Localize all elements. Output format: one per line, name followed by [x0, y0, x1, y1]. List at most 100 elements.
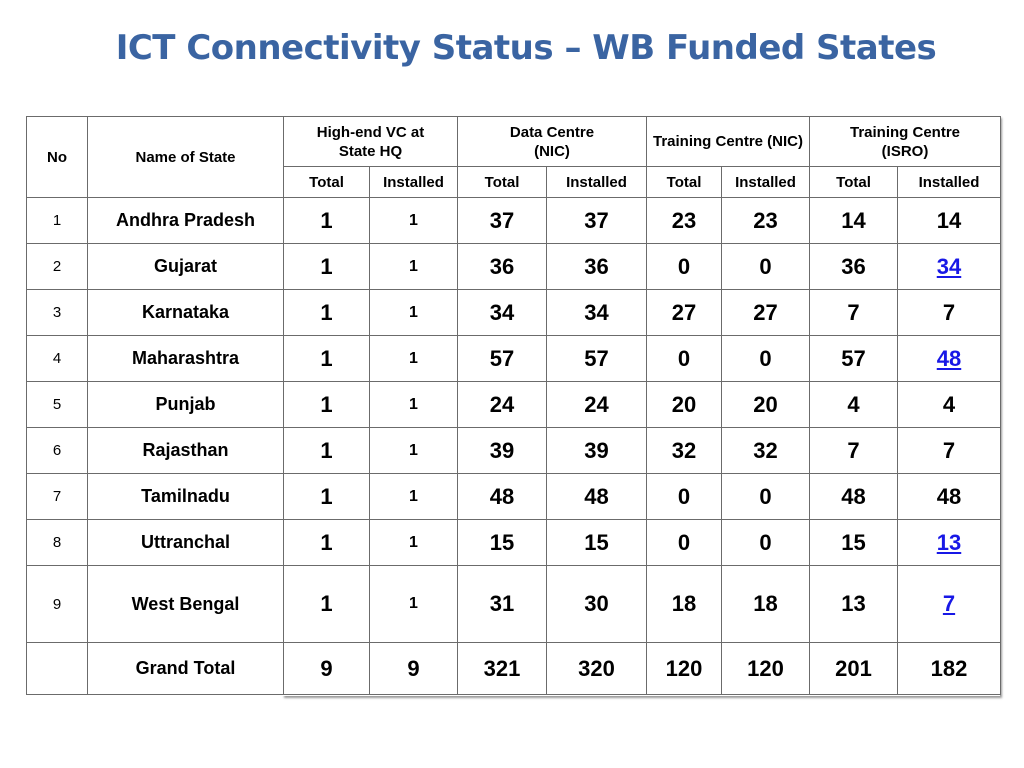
- header-group-training-nic: Training Centre (NIC): [646, 116, 810, 167]
- tci-total: 48: [809, 473, 898, 520]
- header-dc-installed: Installed: [546, 166, 647, 198]
- row-no: 2: [26, 243, 88, 290]
- dc-installed: 48: [546, 473, 647, 520]
- state-name: Gujarat: [87, 243, 284, 290]
- header-vc-installed: Installed: [369, 166, 458, 198]
- vc-total: 1: [283, 289, 370, 336]
- tcn-installed: 0: [721, 243, 810, 290]
- header-row-groups: No Name of State High-end VC at State HQ…: [26, 116, 1001, 198]
- tci-installed-link[interactable]: 48: [897, 335, 1001, 382]
- table-row: 3 Karnataka 1 1 34 34 27 27 7 7: [26, 289, 1001, 336]
- tci-total: 15: [809, 519, 898, 566]
- grand-vc-installed: 9: [369, 642, 458, 695]
- tcn-total: 0: [646, 519, 722, 566]
- vc-installed: 1: [369, 473, 458, 520]
- vc-installed: 1: [369, 289, 458, 336]
- state-name: Andhra Pradesh: [87, 197, 284, 244]
- tci-total: 7: [809, 289, 898, 336]
- state-name: West Bengal: [87, 565, 284, 643]
- dc-installed: 24: [546, 381, 647, 428]
- dc-total: 48: [457, 473, 547, 520]
- dc-installed: 36: [546, 243, 647, 290]
- tcn-installed: 0: [721, 519, 810, 566]
- header-group-data-centre: Data Centre (NIC): [457, 116, 647, 167]
- dc-installed: 15: [546, 519, 647, 566]
- row-no: 1: [26, 197, 88, 244]
- tci-total: 57: [809, 335, 898, 382]
- vc-total: 1: [283, 197, 370, 244]
- vc-total: 1: [283, 427, 370, 474]
- vc-installed: 1: [369, 197, 458, 244]
- tci-total: 13: [809, 565, 898, 643]
- vc-installed: 1: [369, 335, 458, 382]
- header-dc-total: Total: [457, 166, 547, 198]
- row-no: 7: [26, 473, 88, 520]
- dc-total: 37: [457, 197, 547, 244]
- vc-installed: 1: [369, 519, 458, 566]
- table-row: 1 Andhra Pradesh 1 1 37 37 23 23 14 14: [26, 197, 1001, 244]
- tci-installed: 7: [897, 427, 1001, 474]
- row-no: 5: [26, 381, 88, 428]
- dc-total: 34: [457, 289, 547, 336]
- vc-total: 1: [283, 519, 370, 566]
- header-tci-installed: Installed: [897, 166, 1001, 198]
- tci-total: 4: [809, 381, 898, 428]
- tci-installed: 14: [897, 197, 1001, 244]
- vc-total: 1: [283, 473, 370, 520]
- grand-vc-total: 9: [283, 642, 370, 695]
- grand-tcn-total: 120: [646, 642, 722, 695]
- header-tcn-installed: Installed: [721, 166, 810, 198]
- table-row: 2 Gujarat 1 1 36 36 0 0 36 34: [26, 243, 1001, 290]
- table-row: 4 Maharashtra 1 1 57 57 0 0 57 48: [26, 335, 1001, 382]
- dc-installed: 34: [546, 289, 647, 336]
- tcn-total: 27: [646, 289, 722, 336]
- row-no: 3: [26, 289, 88, 336]
- tcn-installed: 0: [721, 473, 810, 520]
- table-row: 5 Punjab 1 1 24 24 20 20 4 4: [26, 381, 1001, 428]
- tcn-installed: 32: [721, 427, 810, 474]
- tci-installed: 4: [897, 381, 1001, 428]
- tcn-installed: 20: [721, 381, 810, 428]
- tci-installed-link[interactable]: 13: [897, 519, 1001, 566]
- state-name: Maharashtra: [87, 335, 284, 382]
- grand-dc-total: 321: [457, 642, 547, 695]
- table-row: 8 Uttranchal 1 1 15 15 0 0 15 13: [26, 519, 1001, 566]
- tcn-total: 23: [646, 197, 722, 244]
- dc-installed: 39: [546, 427, 647, 474]
- dc-installed: 30: [546, 565, 647, 643]
- grand-dc-installed: 320: [546, 642, 647, 695]
- tcn-total: 18: [646, 565, 722, 643]
- header-group-training-nic-label: Training Centre (NIC): [653, 133, 804, 150]
- dc-installed: 57: [546, 335, 647, 382]
- table-row: 6 Rajasthan 1 1 39 39 32 32 7 7: [26, 427, 1001, 474]
- grand-total-row: Grand Total 9 9 321 320 120 120 201 182: [26, 642, 1001, 695]
- vc-installed: 1: [369, 243, 458, 290]
- tci-installed: 7: [897, 289, 1001, 336]
- tci-total: 36: [809, 243, 898, 290]
- vc-total: 1: [283, 243, 370, 290]
- dc-total: 36: [457, 243, 547, 290]
- state-name: Uttranchal: [87, 519, 284, 566]
- vc-total: 1: [283, 335, 370, 382]
- header-group-vc-label: High-end VC at State HQ: [316, 123, 425, 160]
- header-tci-total: Total: [809, 166, 898, 198]
- row-no: 8: [26, 519, 88, 566]
- tcn-total: 0: [646, 473, 722, 520]
- state-name: Tamilnadu: [87, 473, 284, 520]
- table-row: 9 West Bengal 1 1 31 30 18 18 13 7: [26, 565, 1001, 643]
- dc-installed: 37: [546, 197, 647, 244]
- grand-tcn-installed: 120: [721, 642, 810, 695]
- row-no: 4: [26, 335, 88, 382]
- tcn-installed: 23: [721, 197, 810, 244]
- header-group-vc: High-end VC at State HQ: [283, 116, 458, 167]
- tcn-total: 0: [646, 243, 722, 290]
- tci-installed-link[interactable]: 34: [897, 243, 1001, 290]
- tci-installed-link[interactable]: 7: [897, 565, 1001, 643]
- header-row-sub: Total Installed Total Installed Total In…: [27, 166, 1001, 198]
- row-no: 9: [26, 565, 88, 643]
- header-vc-total: Total: [283, 166, 370, 198]
- vc-total: 1: [283, 565, 370, 643]
- dc-total: 15: [457, 519, 547, 566]
- table-body: No Name of State High-end VC at State HQ…: [26, 116, 1001, 695]
- slide-title: ICT Connectivity Status – WB Funded Stat…: [115, 28, 937, 68]
